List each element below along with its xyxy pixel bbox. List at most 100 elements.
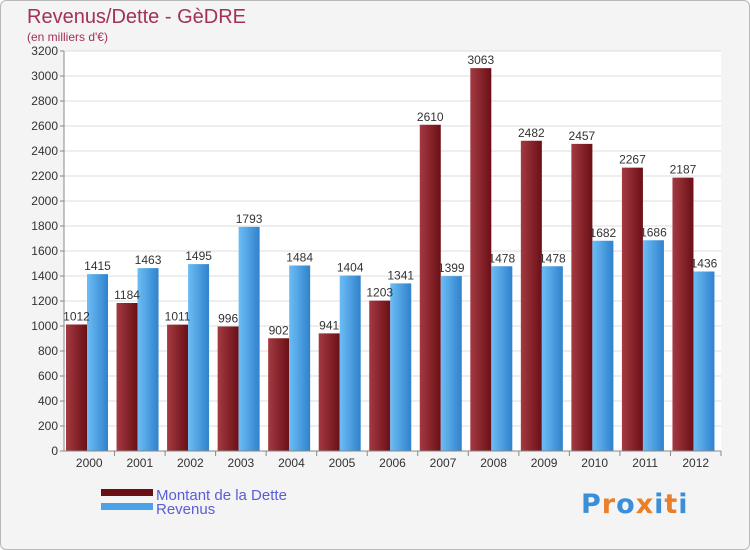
- y-tick-label: 2000: [31, 194, 58, 208]
- data-label-debt: 996: [218, 312, 238, 326]
- x-tick-label: 2009: [531, 456, 558, 470]
- x-tick-label: 2005: [329, 456, 356, 470]
- bar-debt: [621, 167, 643, 451]
- data-label-debt: 2610: [417, 110, 444, 124]
- bar-revenue: [339, 275, 361, 451]
- chart-title: Revenus/Dette - GèDRE: [27, 6, 246, 28]
- x-tick-label: 2010: [581, 456, 608, 470]
- data-label-revenue: 1686: [640, 225, 667, 239]
- data-label-revenue: 1682: [590, 226, 617, 240]
- logo-letter: i: [654, 489, 665, 520]
- data-label-debt: 3063: [467, 53, 494, 67]
- bar-debt: [217, 326, 239, 451]
- bar-debt: [116, 303, 138, 451]
- x-tick-label: 2004: [278, 456, 305, 470]
- data-label-debt: 941: [319, 318, 339, 332]
- data-label-revenue: 1415: [84, 259, 111, 273]
- bar-revenue: [137, 268, 159, 451]
- data-label-revenue: 1463: [135, 253, 162, 267]
- y-tick-label: 800: [38, 344, 58, 358]
- logo-letter: t: [664, 489, 679, 520]
- logo-letter: o: [616, 489, 636, 520]
- bar-debt: [268, 338, 290, 451]
- x-tick-label: 2000: [76, 456, 103, 470]
- bar-revenue: [87, 274, 108, 451]
- y-tick-label: 2400: [31, 144, 58, 158]
- bar-debt: [66, 324, 87, 451]
- bar-revenue: [440, 276, 462, 451]
- bar-revenue: [541, 266, 563, 451]
- bars: [66, 68, 715, 451]
- bar-debt: [318, 333, 340, 451]
- y-tick-label: 1400: [31, 269, 58, 283]
- data-label-revenue: 1399: [438, 261, 465, 275]
- y-tick-label: 3200: [31, 44, 58, 58]
- x-tick-label: 2003: [228, 456, 255, 470]
- x-axis-ticks: 2000 2001 2002 2003 2004 2005 2006 2007 2008 2009…: [76, 451, 722, 470]
- bar-revenue: [289, 265, 311, 451]
- data-label-revenue: 1478: [539, 251, 566, 265]
- bar-revenue: [491, 266, 513, 451]
- y-tick-label: 600: [38, 369, 58, 383]
- y-tick-label: 1000: [31, 319, 58, 333]
- data-labels: 1012 1415 1184 1463 1011 1495 996 1793 902 1484 94…: [63, 53, 717, 337]
- data-label-debt: 1012: [63, 310, 90, 324]
- y-tick-label: 3000: [31, 69, 58, 83]
- data-label-revenue: 1404: [337, 261, 364, 275]
- logo-letter: P: [581, 489, 602, 520]
- data-label-debt: 1184: [114, 288, 140, 302]
- bar-revenue: [642, 240, 664, 451]
- y-tick-label: 1200: [31, 294, 58, 308]
- bar-revenue: [390, 283, 412, 451]
- y-tick-label: 1800: [31, 219, 58, 233]
- bar-debt: [419, 124, 441, 451]
- data-label-revenue: 1793: [236, 212, 263, 226]
- legend-label-revenue: Revenus: [156, 501, 216, 518]
- x-tick-label: 2002: [177, 456, 204, 470]
- proxiti-logo: Proxiti: [581, 489, 689, 520]
- legend-swatch-debt: [101, 489, 153, 496]
- data-label-debt: 2187: [670, 163, 697, 177]
- data-label-debt: 2457: [569, 129, 596, 143]
- x-tick-label: 2012: [682, 456, 709, 470]
- bar-debt: [470, 68, 492, 451]
- data-label-revenue: 1436: [691, 257, 718, 271]
- y-tick-label: 2800: [31, 94, 58, 108]
- bar-revenue: [188, 264, 210, 451]
- y-tick-label: 2600: [31, 119, 58, 133]
- bar-debt: [520, 140, 542, 451]
- data-label-debt: 902: [269, 323, 289, 337]
- y-tick-label: 0: [51, 444, 58, 458]
- y-tick-label: 2200: [31, 169, 58, 183]
- data-label-debt: 1203: [366, 286, 393, 300]
- data-label-debt: 2267: [619, 153, 646, 167]
- chart-subtitle: (en milliers d'€): [27, 30, 108, 44]
- y-tick-label: 400: [38, 394, 58, 408]
- y-axis-ticks: 0 200 400 600 800 1000 1200 1400 1600 1800 2000 220…: [31, 44, 64, 458]
- data-label-debt: 2482: [518, 126, 545, 140]
- data-label-debt: 1011: [165, 310, 191, 324]
- x-tick-label: 2007: [430, 456, 457, 470]
- logo-letter: x: [635, 489, 655, 520]
- data-label-revenue: 1484: [286, 251, 313, 265]
- legend-swatch-revenue: [101, 503, 153, 510]
- bar-revenue: [238, 226, 260, 451]
- data-label-revenue: 1478: [488, 251, 515, 265]
- logo-letter: r: [601, 489, 617, 520]
- bar-revenue: [592, 240, 614, 451]
- bar-debt: [672, 177, 694, 451]
- bar-revenue: [693, 271, 715, 451]
- x-tick-label: 2008: [480, 456, 507, 470]
- legend-label-debt: Montant de la Dette: [156, 487, 287, 504]
- bar-debt: [571, 143, 593, 451]
- bar-debt: [369, 300, 391, 451]
- y-tick-label: 1600: [31, 244, 58, 258]
- logo-letter: i: [678, 489, 689, 520]
- x-tick-label: 2011: [632, 456, 658, 470]
- x-tick-label: 2001: [126, 456, 153, 470]
- bar-debt: [167, 324, 189, 451]
- x-tick-label: 2006: [379, 456, 406, 470]
- data-label-revenue: 1495: [185, 249, 212, 263]
